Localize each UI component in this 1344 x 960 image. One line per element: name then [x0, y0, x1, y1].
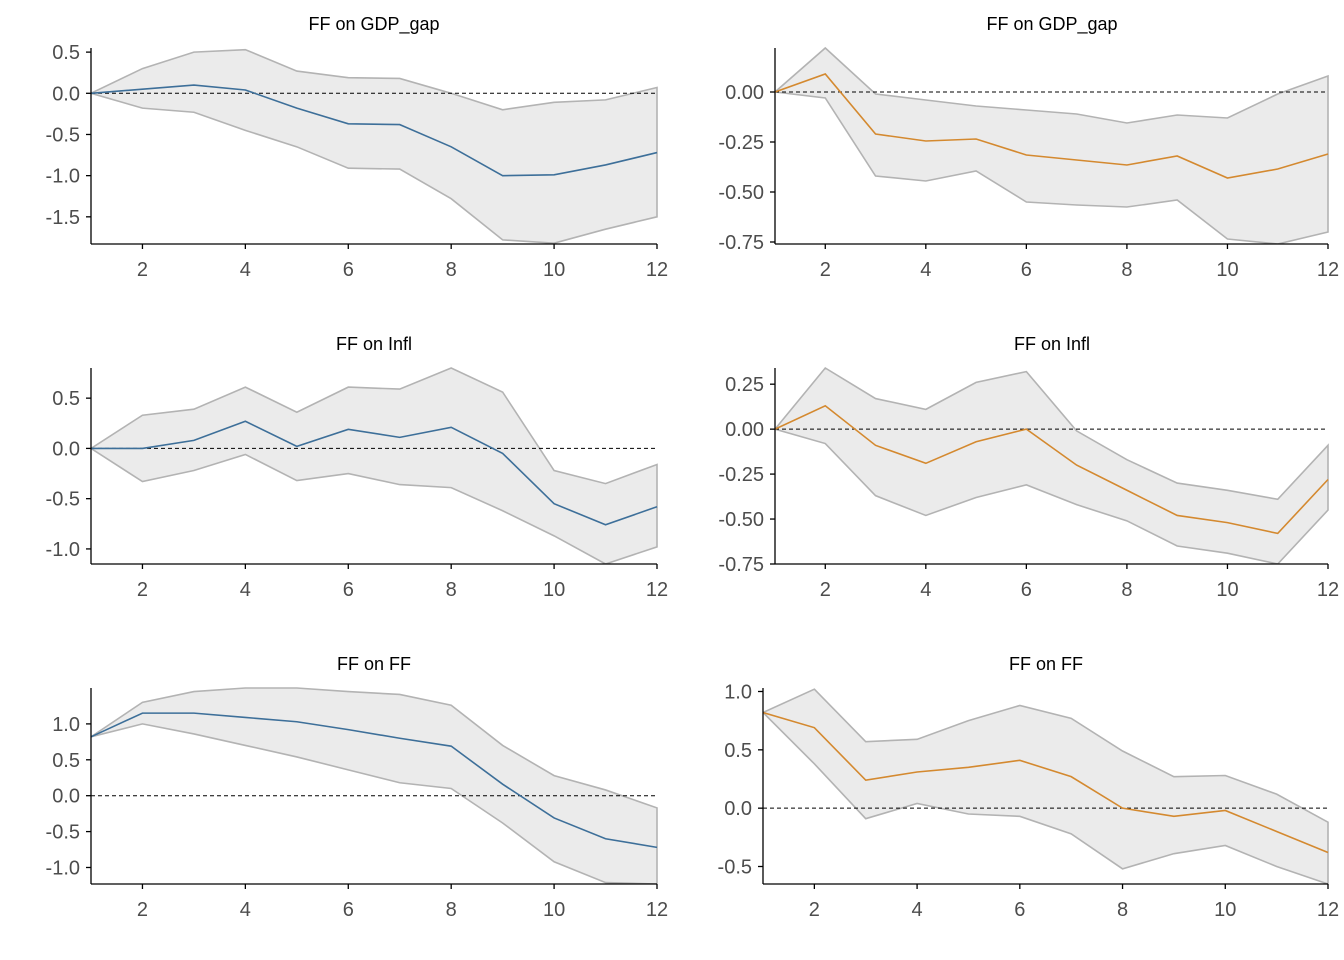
- x-tick-label: 4: [920, 259, 931, 281]
- y-tick-label: 0.5: [52, 42, 80, 64]
- y-tick-label: 0.5: [52, 388, 80, 410]
- confidence-band: [775, 46, 1329, 244]
- y-tick-label: -0.50: [718, 509, 764, 531]
- x-tick-label: 8: [446, 579, 457, 601]
- confidence-band: [91, 48, 658, 244]
- x-tick-label: 6: [343, 899, 354, 921]
- plot-area: [91, 687, 658, 884]
- y-tick-label: -1.5: [46, 207, 80, 229]
- panel-3-right: 1.0 0.5 0.0 -0.5 2 4 6 8 10 12 FF on FF: [718, 654, 1340, 921]
- x-tick-label: 8: [1117, 899, 1128, 921]
- y-tick-label: 1.0: [724, 682, 752, 704]
- x-tick-label: 6: [1021, 259, 1032, 281]
- panel-title: FF on GDP_gap: [308, 14, 439, 35]
- x-tick-label: 12: [1317, 899, 1339, 921]
- panel-title: FF on FF: [337, 654, 411, 674]
- confidence-band: [91, 687, 658, 884]
- x-tick-label: 4: [920, 579, 931, 601]
- x-tick-label: 8: [446, 259, 457, 281]
- x-tick-label: 2: [820, 259, 831, 281]
- y-tick-label: -0.5: [46, 822, 80, 844]
- confidence-band: [763, 688, 1329, 884]
- panel-3-left: 1.0 0.5 0.0 -0.5 -1.0 2 4 6 8 10 12 FF on FF: [46, 654, 669, 921]
- x-tick-label: 6: [1014, 899, 1025, 921]
- y-tick-label: 0.0: [52, 83, 80, 105]
- x-tick-label: 12: [1317, 259, 1339, 281]
- x-tick-label: 2: [137, 899, 148, 921]
- x-tick-label: 2: [809, 899, 820, 921]
- y-tick-label: 0.5: [724, 740, 752, 762]
- panel-2-right: 0.25 0.00 -0.25 -0.50 -0.75 2 4 6 8 10 12 FF on Inf…: [718, 334, 1339, 601]
- x-tick-label: 10: [1216, 579, 1238, 601]
- panel-title: FF on Infl: [1014, 334, 1090, 354]
- y-tick-label: -0.5: [46, 489, 80, 511]
- x-tick-label: 8: [1121, 259, 1132, 281]
- x-tick-label: 2: [137, 579, 148, 601]
- y-tick-label: -0.75: [718, 554, 764, 576]
- panel-title: FF on FF: [1009, 654, 1083, 674]
- y-tick-label: -0.50: [718, 182, 764, 204]
- x-tick-label: 12: [646, 899, 668, 921]
- y-tick-label: 0.0: [52, 786, 80, 808]
- y-tick-label: -0.5: [46, 124, 80, 146]
- x-tick-label: 4: [912, 899, 923, 921]
- y-tick-label: 0.25: [725, 374, 764, 396]
- y-tick-label: -1.0: [46, 857, 80, 879]
- panel-2-left: 0.5 0.0 -0.5 -1.0 2 4 6 8 10 12 FF on Infl: [46, 334, 669, 601]
- x-tick-label: 6: [343, 579, 354, 601]
- panel-title: FF on GDP_gap: [986, 14, 1117, 35]
- response-line: [775, 404, 1329, 535]
- response-line: [91, 84, 658, 177]
- x-tick-label: 10: [543, 579, 565, 601]
- y-tick-label: -0.25: [718, 464, 764, 486]
- x-tick-label: 12: [646, 579, 668, 601]
- plot-area: [91, 367, 658, 564]
- plot-area: [763, 688, 1329, 884]
- x-tick-label: 6: [343, 259, 354, 281]
- x-tick-label: 2: [137, 259, 148, 281]
- x-tick-label: 12: [1317, 579, 1339, 601]
- plot-area: [775, 366, 1329, 564]
- x-tick-label: 8: [1121, 579, 1132, 601]
- x-tick-label: 4: [240, 259, 251, 281]
- x-tick-label: 12: [646, 259, 668, 281]
- response-line: [775, 73, 1329, 179]
- y-tick-label: 0.5: [52, 750, 80, 772]
- x-tick-label: 10: [1214, 899, 1236, 921]
- response-line: [91, 712, 658, 849]
- x-tick-label: 6: [1021, 579, 1032, 601]
- x-tick-label: 10: [543, 259, 565, 281]
- x-tick-label: 4: [240, 579, 251, 601]
- x-tick-label: 2: [820, 579, 831, 601]
- plot-area: [775, 46, 1329, 244]
- response-line: [91, 420, 658, 526]
- y-tick-label: -1.0: [46, 539, 80, 561]
- panel-1-right: 0.00 -0.25 -0.50 -0.75 2 4 6 8 10 12 FF on GDP_gap: [718, 14, 1339, 281]
- x-tick-label: 10: [543, 899, 565, 921]
- response-line: [763, 711, 1329, 854]
- y-tick-label: 0.00: [725, 419, 764, 441]
- confidence-band: [775, 366, 1329, 564]
- panel-1-left: 0.5 0.0 -0.5 -1.0 -1.5 2 4 6 8 10 12 FF on GDP_gap: [46, 14, 669, 281]
- y-tick-label: 1.0: [52, 714, 80, 736]
- y-tick-label: -0.75: [718, 232, 764, 254]
- x-tick-label: 8: [446, 899, 457, 921]
- x-tick-label: 10: [1216, 259, 1238, 281]
- x-tick-label: 4: [240, 899, 251, 921]
- y-tick-label: 0.0: [724, 798, 752, 820]
- confidence-band: [91, 367, 658, 564]
- plot-area: [91, 48, 658, 244]
- y-tick-label: 0.00: [725, 82, 764, 104]
- y-tick-label: -0.25: [718, 132, 764, 154]
- y-tick-label: 0.0: [52, 438, 80, 460]
- y-tick-label: -0.5: [718, 857, 752, 879]
- y-tick-label: -1.0: [46, 166, 80, 188]
- panel-title: FF on Infl: [336, 334, 412, 354]
